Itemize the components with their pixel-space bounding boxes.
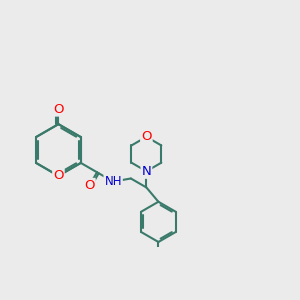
Text: N: N xyxy=(142,165,151,178)
Text: O: O xyxy=(53,169,64,182)
Text: O: O xyxy=(53,103,64,116)
Text: O: O xyxy=(141,130,152,143)
Text: O: O xyxy=(84,179,95,192)
Text: NH: NH xyxy=(104,175,122,188)
